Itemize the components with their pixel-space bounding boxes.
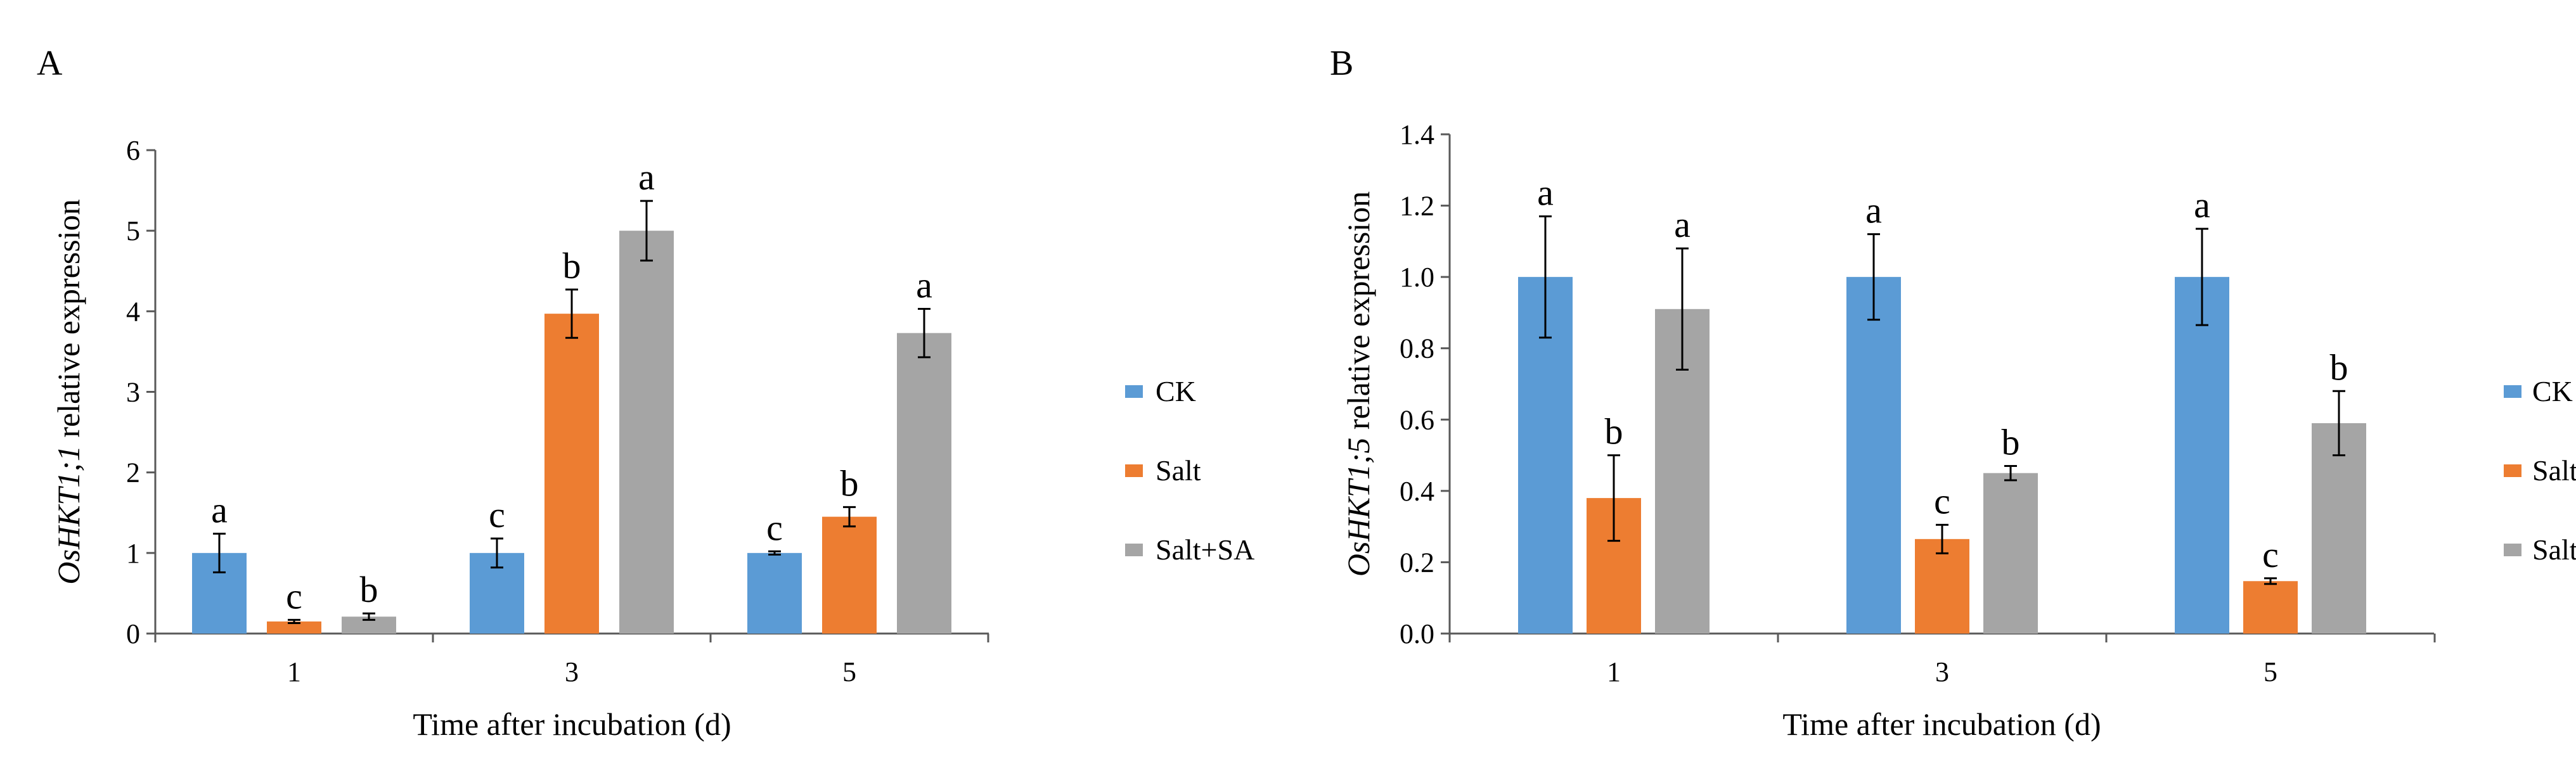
legend-swatch <box>1125 385 1143 398</box>
bar <box>897 333 951 634</box>
bar <box>1915 539 1969 634</box>
bar <box>1983 473 2038 634</box>
y-axis-title: OsHKT1;5 relative expression <box>1341 191 1376 577</box>
bar <box>619 231 674 634</box>
significance-letter: b <box>360 569 378 610</box>
y-tick-label: 0.4 <box>1400 476 1434 507</box>
x-tick-label: 3 <box>565 656 579 687</box>
legend-label: Salt+SA <box>1156 533 1254 566</box>
legend-label: Salt+SA <box>2532 533 2576 566</box>
y-tick-label: 0 <box>126 618 140 649</box>
legend-swatch <box>1125 544 1143 556</box>
significance-letter: b <box>1605 411 1623 452</box>
y-tick-label: 2 <box>126 457 140 488</box>
legend-label: Salt <box>2532 454 2576 487</box>
y-tick-label: 3 <box>126 377 140 408</box>
panel-label: B <box>1330 44 1353 83</box>
y-tick-label: 1.4 <box>1400 119 1434 150</box>
y-axis-title-rest: relative expression <box>51 199 86 445</box>
bar <box>2243 581 2298 634</box>
significance-letter: b <box>563 245 581 286</box>
legend-swatch <box>2504 385 2521 398</box>
bar <box>544 314 599 634</box>
y-tick-label: 1.2 <box>1400 191 1434 222</box>
bar <box>747 552 802 634</box>
significance-letter: a <box>916 265 932 306</box>
y-tick-label: 6 <box>126 135 140 166</box>
legend-label: CK <box>1156 375 1196 407</box>
y-tick-label: 0.0 <box>1400 618 1434 649</box>
y-tick-label: 0.2 <box>1400 547 1434 578</box>
x-tick-label: 3 <box>1935 656 1949 687</box>
y-axis-title-gene: OsHKT1;5 <box>1341 438 1376 577</box>
significance-letter: c <box>286 575 302 616</box>
bar <box>2175 277 2229 634</box>
bar <box>267 621 321 634</box>
significance-letter: a <box>1674 204 1690 245</box>
y-tick-label: 1 <box>126 538 140 569</box>
bar <box>822 516 877 634</box>
significance-letter: a <box>1537 172 1554 213</box>
significance-letter: b <box>2002 421 2020 462</box>
significance-letter: c <box>1934 480 1950 521</box>
x-tick-label: 1 <box>1607 656 1621 687</box>
bar <box>2312 423 2366 634</box>
legend-swatch <box>2504 544 2521 556</box>
significance-letter: a <box>638 156 655 198</box>
legend-label: CK <box>2532 375 2573 407</box>
legend-swatch <box>1125 464 1143 477</box>
x-axis-title: Time after incubation (d) <box>1782 706 2101 742</box>
significance-letter: a <box>1865 190 1882 231</box>
significance-letter: a <box>2194 184 2210 226</box>
x-tick-label: 1 <box>287 656 301 687</box>
significance-letter: c <box>489 494 505 535</box>
y-axis-title-gene: OsHKT1;1 <box>51 445 86 584</box>
significance-letter: a <box>211 489 228 530</box>
panel-label: A <box>37 44 63 83</box>
legend-swatch <box>2504 464 2521 477</box>
legend-label: Salt <box>1156 454 1201 487</box>
y-axis-title-rest: relative expression <box>1341 191 1376 438</box>
y-tick-label: 1.0 <box>1400 262 1434 293</box>
bar <box>1846 277 1901 634</box>
significance-letter: b <box>2330 347 2348 388</box>
y-tick-label: 0.8 <box>1400 333 1434 364</box>
significance-letter: c <box>2262 534 2279 575</box>
x-tick-label: 5 <box>842 656 856 687</box>
y-tick-label: 5 <box>126 215 140 246</box>
x-tick-label: 5 <box>2264 656 2277 687</box>
significance-letter: c <box>766 507 783 548</box>
y-axis-title: OsHKT1;1 relative expression <box>51 199 86 584</box>
x-axis-title: Time after incubation (d) <box>413 706 731 742</box>
y-tick-label: 4 <box>126 296 140 327</box>
significance-letter: b <box>840 462 859 504</box>
y-tick-label: 0.6 <box>1400 404 1434 435</box>
